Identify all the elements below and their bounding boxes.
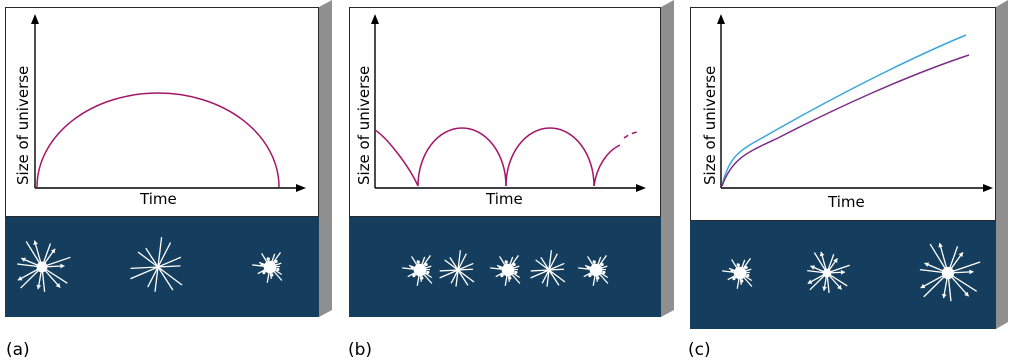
exploding-star-icon	[17, 240, 71, 292]
size-curve-arch	[505, 127, 595, 187]
panel-c-art: Size of universe Time	[690, 0, 1008, 329]
panel-caption: (b)	[348, 340, 373, 360]
size-curve-start	[374, 129, 419, 187]
size-curve-continues	[623, 131, 638, 139]
size-curve-fast	[721, 34, 967, 187]
panel-b: Size of universe Time (b)	[344, 0, 684, 364]
x-axis-label: Time	[827, 193, 865, 211]
size-curve-arch	[417, 127, 507, 187]
panel-side-edge	[661, 0, 674, 317]
panel-caption: (a)	[6, 340, 30, 360]
panel-a-art: Size of universe Time	[5, 0, 332, 317]
y-axis-label: Size of universe	[14, 66, 32, 185]
y-axis-arrow-icon	[371, 14, 379, 24]
burst-star-icon	[402, 255, 433, 286]
panel-caption: (c)	[688, 340, 711, 360]
burst-star-icon	[722, 258, 753, 289]
x-axis-arrow-icon	[983, 184, 993, 192]
burst-star-icon	[578, 255, 609, 286]
burst-star-icon	[490, 255, 521, 286]
y-axis-label: Size of universe	[701, 66, 719, 185]
static-star-icon	[130, 237, 183, 292]
x-axis-arrow-icon	[636, 184, 646, 192]
x-axis-label: Time	[139, 190, 177, 208]
size-curve	[36, 92, 280, 188]
y-axis-label: Size of universe	[355, 66, 373, 185]
size-curve-slow	[721, 54, 970, 187]
y-axis-arrow-icon	[717, 14, 725, 24]
exploding-star-icon	[807, 251, 850, 293]
size-curve-arch	[593, 144, 621, 187]
panel-b-art: Size of universe Time	[349, 0, 674, 317]
exploding-star-icon	[919, 242, 981, 302]
graph-box	[5, 7, 319, 217]
static-star-icon	[439, 250, 475, 287]
panel-side-edge	[319, 0, 332, 317]
panel-side-edge	[996, 0, 1008, 329]
burst-star-icon	[252, 252, 283, 283]
graph-box	[690, 7, 996, 221]
panel-c: Size of universe Time (c)	[686, 0, 1010, 364]
panel-a: Size of universe Time (a)	[0, 0, 340, 364]
graph-box	[349, 7, 661, 217]
x-axis-arrow-icon	[296, 184, 306, 192]
static-star-icon	[530, 250, 566, 287]
y-axis-arrow-icon	[31, 14, 39, 24]
x-axis-label: Time	[485, 190, 523, 208]
